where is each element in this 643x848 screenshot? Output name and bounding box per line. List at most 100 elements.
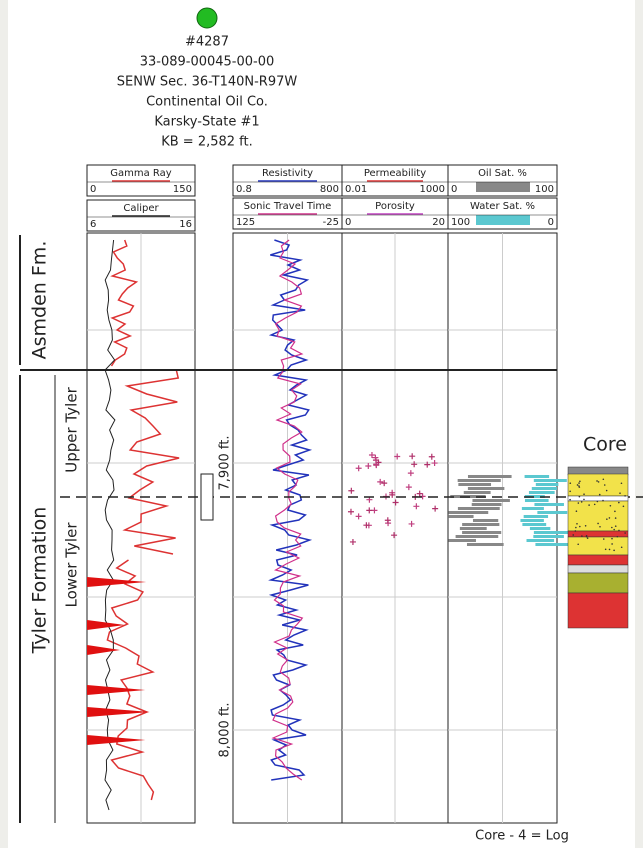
oil-sat: [455, 535, 499, 538]
oil-sat: [448, 539, 476, 542]
log-curve: [106, 559, 155, 801]
core-point: [408, 520, 415, 527]
core-grain: [578, 482, 580, 484]
gr-spike: [87, 707, 150, 717]
scale-min: 100: [451, 217, 470, 228]
core-grain: [588, 504, 590, 506]
core-column: [567, 466, 629, 629]
core-marker: [200, 473, 214, 521]
water-sat: [533, 535, 564, 538]
core-point: [409, 453, 416, 460]
core-grain: [569, 490, 571, 493]
core-grain: [622, 505, 625, 508]
formation-label: Tyler Formation: [29, 507, 51, 655]
core-grain: [605, 489, 608, 492]
scale-min: 0: [90, 184, 96, 195]
core-grain: [604, 548, 607, 551]
oil-sat: [462, 523, 500, 526]
scale-max: 20: [432, 217, 445, 228]
core-grain: [614, 525, 617, 527]
core-grain: [603, 484, 606, 486]
oil-sat: [448, 515, 474, 518]
core-point: [366, 507, 373, 514]
scale-min: 125: [236, 217, 255, 228]
core-grain: [575, 510, 578, 512]
core-label: Core: [583, 434, 627, 456]
core-grain: [614, 510, 616, 513]
core-point: [384, 517, 391, 524]
core-grain: [624, 532, 626, 534]
core-grain: [602, 538, 605, 540]
core-grain: [580, 501, 583, 503]
water-sat: [524, 475, 550, 478]
water-sat: [533, 531, 569, 534]
gr-spike: [87, 577, 147, 587]
curve-name: Gamma Ray: [110, 168, 172, 179]
core-grain: [608, 548, 611, 551]
depth-label: 7,900 ft.: [218, 436, 233, 491]
core-grain: [596, 480, 598, 482]
scale-max: 800: [320, 184, 339, 195]
core-grain: [618, 501, 620, 504]
core-point: [432, 505, 439, 512]
member-label: Upper Tyler: [63, 386, 81, 472]
gr-spike: [87, 645, 121, 655]
water-sat: [533, 479, 567, 482]
oil-sat: [467, 487, 505, 490]
core-grain: [578, 485, 580, 487]
core-point: [348, 487, 355, 494]
water-sat: [535, 543, 570, 546]
water-sat: [535, 483, 559, 486]
core-grain: [619, 492, 621, 494]
tracks: Gamma Ray 0 150 Caliper 6 16 Resistivity 0.8 800…: [86, 164, 570, 824]
water-sat: [537, 511, 568, 514]
water-sat: [528, 491, 555, 494]
core-grain: [599, 525, 601, 528]
water-sat: [531, 487, 557, 490]
core-grain: [611, 537, 613, 540]
curve-name: Caliper: [123, 203, 159, 214]
core-point: [392, 499, 399, 506]
oil-sat: [472, 519, 499, 522]
core-point: [411, 461, 418, 468]
core-grain: [596, 500, 599, 503]
water-sat: [529, 527, 551, 530]
core-grain: [608, 517, 611, 519]
core-grain: [616, 535, 619, 538]
oil-sat: [457, 507, 500, 510]
curve-swatch: [476, 215, 530, 225]
well-symbol: [196, 7, 218, 29]
core-point: [413, 503, 420, 510]
core-point: [407, 470, 414, 477]
core-bed: [567, 572, 629, 594]
core-grain: [572, 534, 575, 536]
oil-sat: [463, 491, 491, 494]
water-sat: [523, 515, 549, 518]
core-bed: [567, 536, 629, 556]
oil-sat: [458, 483, 492, 486]
core-bed: [567, 530, 629, 538]
core-grain: [598, 493, 601, 496]
scale-min: 0: [345, 217, 351, 228]
core-grain: [597, 522, 599, 525]
scale-max: 1000: [420, 184, 445, 195]
scale-max: 150: [173, 184, 192, 195]
core-point: [347, 508, 354, 515]
core-bed: [567, 554, 629, 566]
water-sat: [524, 499, 549, 502]
log-curve: [110, 239, 139, 367]
core-grain: [585, 535, 588, 538]
header-line: SENW Sec. 36-T140N-R97W: [117, 75, 298, 90]
core-grain: [577, 543, 579, 546]
oil-sat: [448, 511, 489, 514]
core-point: [371, 507, 378, 514]
header-line: KB = 2,582 ft.: [161, 135, 253, 150]
log-curve: [122, 369, 180, 555]
core-grain: [569, 482, 572, 484]
oil-sat: [472, 499, 510, 502]
oil-sat: [459, 527, 487, 530]
core-point: [355, 513, 362, 520]
core-grain: [611, 543, 613, 545]
core-point: [405, 484, 412, 491]
